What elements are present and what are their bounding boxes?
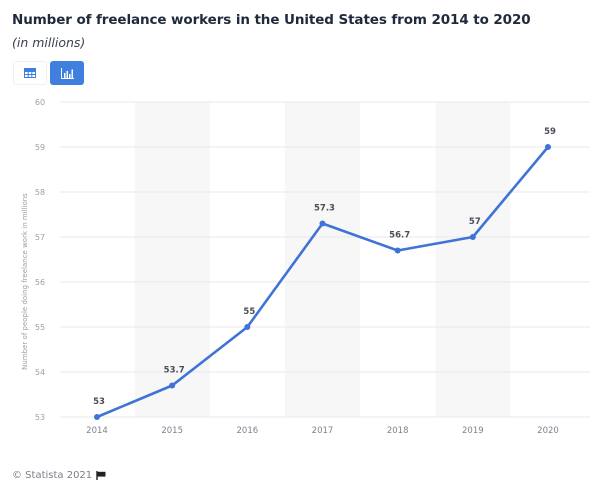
data-point [394,247,401,254]
y-axis-label: Number of people doing freelance work in… [21,193,29,370]
y-tick-label: 60 [35,98,45,107]
data-label: 53.7 [164,366,185,376]
data-point [94,414,100,420]
table-view-button[interactable] [13,61,47,85]
y-tick-label: 56 [35,278,45,287]
chart-subtitle: (in millions) [12,35,86,50]
y-tick-label: 53 [35,413,45,422]
y-tick-label: 55 [35,323,45,332]
x-tick-label: 2016 [237,426,259,436]
x-tick-label: 2015 [161,426,183,436]
y-tick-label: 59 [35,143,45,152]
copyright-text: © Statista 2021 [12,470,93,481]
y-tick-label: 58 [35,188,45,197]
data-label: 55 [243,307,255,317]
data-label: 56.7 [389,231,410,241]
chart-view-button[interactable] [50,61,84,85]
data-point [319,220,326,227]
data-point [545,144,551,150]
y-tick-label: 57 [35,233,45,242]
data-point [169,382,176,389]
footer: © Statista 2021 [12,470,106,481]
bar-chart-icon [60,67,74,79]
x-tick-label: 2020 [537,426,559,436]
data-label: 53 [93,397,105,407]
data-point [244,324,251,330]
flag-icon[interactable] [96,471,106,480]
chart-title: Number of freelance workers in the Unite… [12,12,531,28]
y-tick-label: 54 [35,368,45,377]
x-tick-label: 2019 [462,426,484,436]
data-label: 59 [544,127,556,137]
table-icon [24,68,36,78]
x-tick-label: 2018 [387,426,409,436]
data-point [469,234,476,240]
x-tick-label: 2014 [86,426,108,436]
x-tick-label: 2017 [312,426,334,436]
data-label: 57 [469,217,481,227]
column-band [435,102,511,417]
data-label: 57.3 [314,204,335,214]
